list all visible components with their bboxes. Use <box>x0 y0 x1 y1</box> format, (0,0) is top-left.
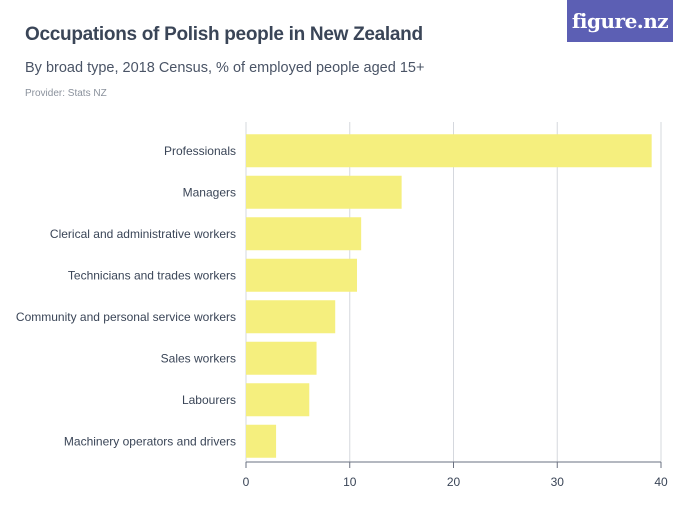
bar[interactable]: Clerical and administrative workers: 11.… <box>246 217 362 251</box>
x-tick-label: 30 <box>551 475 565 489</box>
bar[interactable]: Labourers: 6.1% <box>246 383 310 417</box>
x-axis: 0 10 20 30 40 <box>243 461 668 489</box>
x-tick-label: 10 <box>343 475 357 489</box>
bar[interactable]: Professionals: 39.1% <box>246 134 652 168</box>
bars: Professionals: 39.1% Managers: 15% Clerica… <box>246 134 652 458</box>
category-labels: Professionals Managers Clerical and admini… <box>16 144 236 449</box>
category-label: Labourers <box>182 393 236 407</box>
bar[interactable]: Machinery operators and drivers: 2.9% <box>246 424 277 458</box>
category-label: Professionals <box>164 144 236 158</box>
category-label: Managers <box>183 185 236 199</box>
chart-title: Occupations of Polish people in New Zeal… <box>25 24 423 45</box>
category-label: Community and personal service workers <box>16 310 236 324</box>
bar[interactable]: Managers: 15% <box>246 175 402 209</box>
x-tick-label: 0 <box>243 475 250 489</box>
category-label: Clerical and administrative workers <box>50 227 236 241</box>
bar[interactable]: Technicians and trades workers: 10.7% <box>246 258 358 292</box>
figure-nz-logo[interactable]: figure.nz <box>567 0 673 42</box>
provider-note: Provider: Stats NZ <box>25 88 107 99</box>
category-label: Machinery operators and drivers <box>64 434 236 448</box>
category-label: Sales workers <box>161 351 236 365</box>
category-label: Technicians and trades workers <box>68 268 236 282</box>
bar[interactable]: Sales workers: 6.8% <box>246 341 317 375</box>
chart-subtitle: By broad type, 2018 Census, % of employe… <box>25 60 425 76</box>
x-tick-label: 40 <box>654 475 668 489</box>
bar[interactable]: Community and personal service workers: … <box>246 300 336 334</box>
x-tick-label: 20 <box>447 475 461 489</box>
